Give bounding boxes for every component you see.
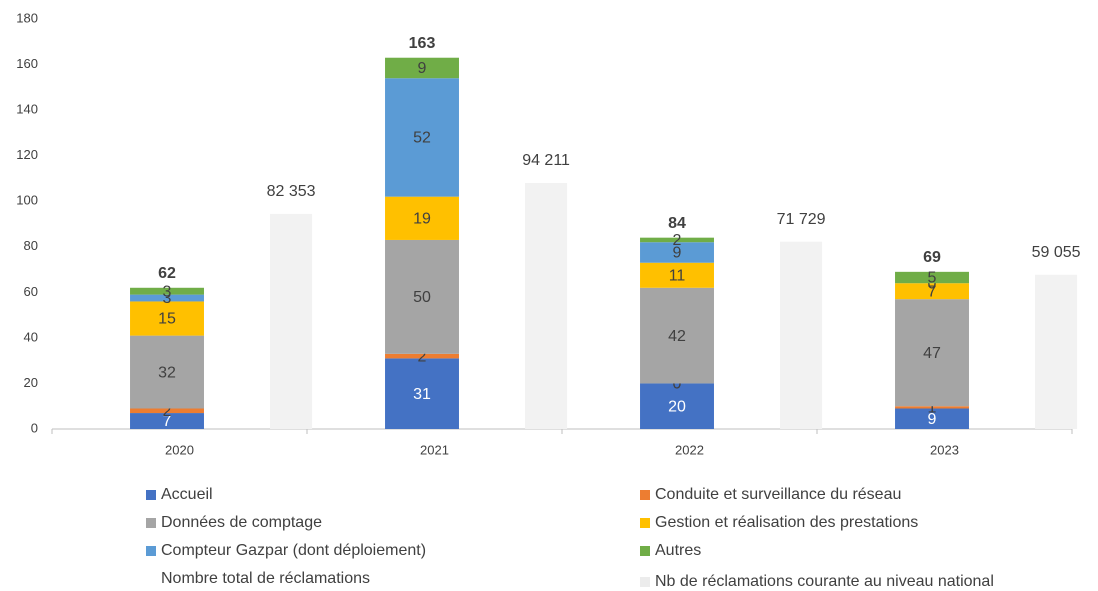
y-tick-label: 40: [24, 329, 38, 344]
segment-label: 15: [158, 311, 176, 328]
bar-segment: [130, 408, 204, 414]
bar-segment: [385, 78, 459, 197]
bar-segment: [130, 413, 204, 429]
national-label: 82 353: [267, 183, 316, 200]
segment-label: 50: [413, 289, 431, 306]
segment-label: 7: [163, 413, 172, 430]
bar-segment: [895, 406, 969, 409]
segment-label: 52: [413, 130, 431, 147]
y-tick-label: 100: [16, 193, 38, 208]
segment-label: 3: [163, 290, 172, 307]
y-tick-label: 160: [16, 56, 38, 71]
y-tick-label: 0: [31, 420, 38, 435]
segment-label: 3: [163, 283, 172, 300]
segment-label: 31: [413, 386, 431, 403]
national-bar: [270, 213, 313, 429]
segment-label: 42: [668, 328, 686, 345]
legend-label: Conduite et surveillance du réseau: [655, 486, 901, 503]
bar-segment: [640, 383, 714, 429]
segment-label: 9: [418, 60, 427, 77]
segment-label: 5: [928, 270, 937, 287]
x-tick-label: 2020: [165, 442, 194, 457]
national-label: 94 211: [522, 152, 570, 169]
legend-swatch: [146, 546, 156, 556]
bar-segment: [385, 358, 459, 429]
total-label: 62: [158, 265, 176, 282]
y-tick-label: 120: [16, 147, 38, 162]
national-label: 71 729: [777, 211, 826, 228]
bar-segment: [640, 287, 714, 384]
bar-segment: [895, 271, 969, 284]
segment-label: 0: [673, 376, 682, 393]
legend-label: Nombre total de réclamations: [161, 570, 370, 587]
legend-label: Nb de réclamations courante au niveau na…: [655, 573, 994, 590]
total-label: 69: [923, 249, 941, 266]
legend-swatch: [640, 490, 650, 500]
segment-label: 20: [668, 398, 686, 415]
segment-label: 2: [163, 403, 172, 420]
bar-segment: [895, 283, 969, 300]
national-label: 59 055: [1032, 244, 1081, 261]
segment-label: 2: [673, 232, 682, 249]
legend-label: Gestion et réalisation des prestations: [655, 514, 918, 531]
segment-label: 7: [928, 283, 937, 300]
legend-label: Autres: [655, 542, 701, 559]
bar-segment: [895, 408, 969, 429]
legend-label: Accueil: [161, 486, 213, 503]
legend-label: Données de comptage: [161, 514, 322, 531]
x-tick-label: 2022: [675, 442, 704, 457]
bar-segment: [385, 57, 459, 79]
segment-label: 0: [928, 275, 937, 292]
bar-segment: [895, 299, 969, 407]
national-bar: [525, 182, 568, 429]
y-tick-label: 140: [16, 102, 38, 117]
bar-segment: [130, 301, 204, 336]
segment-label: 47: [923, 345, 941, 362]
bar-segment: [385, 353, 459, 359]
bar-segment: [640, 262, 714, 288]
x-tick-label: 2023: [930, 442, 959, 457]
national-bar: [780, 241, 823, 429]
bar-segment: [385, 239, 459, 354]
legend-swatch: [640, 546, 650, 556]
segment-label: 2: [418, 348, 427, 365]
legend-label: Compteur Gazpar (dont déploiement): [161, 542, 426, 559]
legend-swatch: [640, 577, 650, 587]
y-tick-label: 80: [24, 238, 38, 253]
y-tick-label: 180: [16, 10, 38, 25]
bar-segment: [640, 237, 714, 243]
y-tick-label: 60: [24, 284, 38, 299]
segment-label: 1: [928, 400, 937, 417]
total-label: 84: [668, 215, 686, 232]
segment-label: 19: [413, 211, 431, 228]
total-label: 163: [409, 35, 436, 52]
y-tick-label: 20: [24, 375, 38, 390]
national-bar: [1035, 274, 1078, 429]
segment-label: 9: [673, 245, 682, 262]
bar-segment: [130, 335, 204, 409]
legend-swatch: [640, 518, 650, 528]
bar-segment: [130, 287, 204, 295]
legend-swatch: [146, 490, 156, 500]
bar-segment: [385, 196, 459, 240]
segment-label: 9: [928, 411, 937, 428]
legend-swatch: [146, 518, 156, 528]
x-tick-label: 2021: [420, 442, 449, 457]
bar-segment: [640, 242, 714, 263]
bar-segment: [130, 294, 204, 302]
segment-label: 32: [158, 364, 176, 381]
segment-label: 11: [669, 267, 686, 284]
